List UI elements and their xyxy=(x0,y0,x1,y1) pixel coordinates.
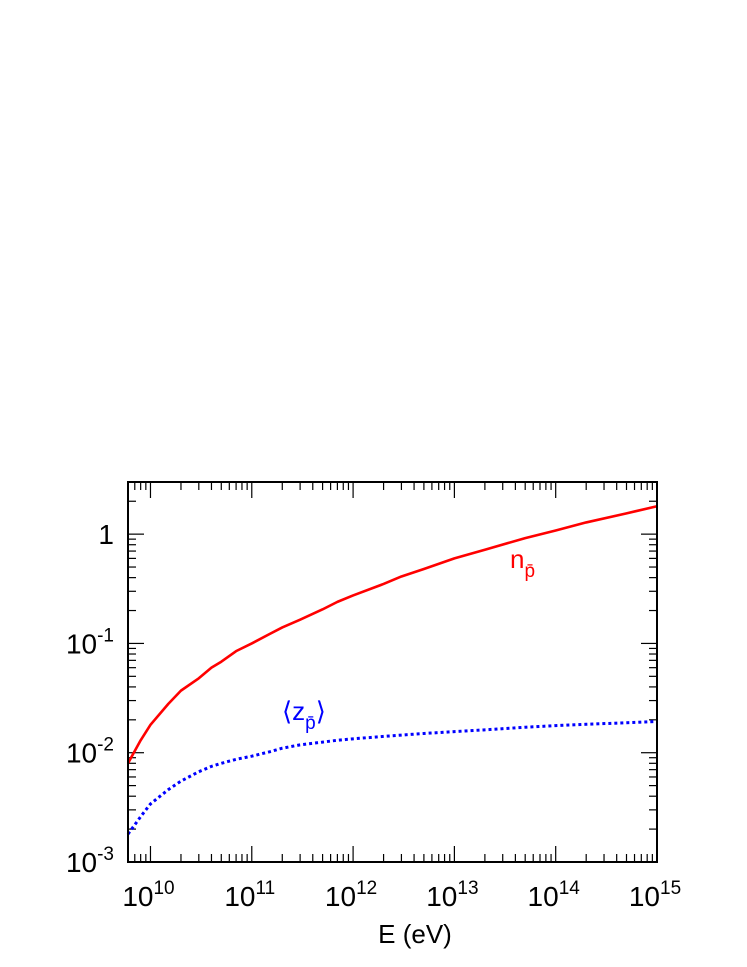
x-tick-labels: 1010 1011 1012 1013 1014 1015 xyxy=(122,878,681,912)
x-axis-label: E (eV) xyxy=(378,919,452,949)
y-tick-label: 10-2 xyxy=(66,735,114,769)
x-tick-label: 1015 xyxy=(629,878,681,912)
x-tick-label: 1014 xyxy=(528,878,581,912)
x-tick-label: 1010 xyxy=(122,878,174,912)
series-label-1: ⟨zp̄⟩ xyxy=(282,696,326,734)
series-labels: np̄ ⟨zp̄⟩ xyxy=(282,544,535,734)
x-tick-label: 1011 xyxy=(224,878,275,912)
y-tick-label: 1 xyxy=(98,519,114,550)
x-tick-label: 1013 xyxy=(426,878,478,912)
y-tick-label: 10-3 xyxy=(66,844,114,878)
series-line-1 xyxy=(126,720,658,835)
series-label-0: np̄ xyxy=(510,544,535,582)
y-tick-labels: 1 10-1 10-2 10-3 xyxy=(66,519,114,878)
minor-ticks xyxy=(127,481,657,862)
y-tick-label: 10-1 xyxy=(66,625,114,659)
plot-frame xyxy=(127,481,658,863)
x-tick-label: 1012 xyxy=(325,878,377,912)
series-lines xyxy=(126,504,658,835)
series-line-0 xyxy=(126,504,658,764)
